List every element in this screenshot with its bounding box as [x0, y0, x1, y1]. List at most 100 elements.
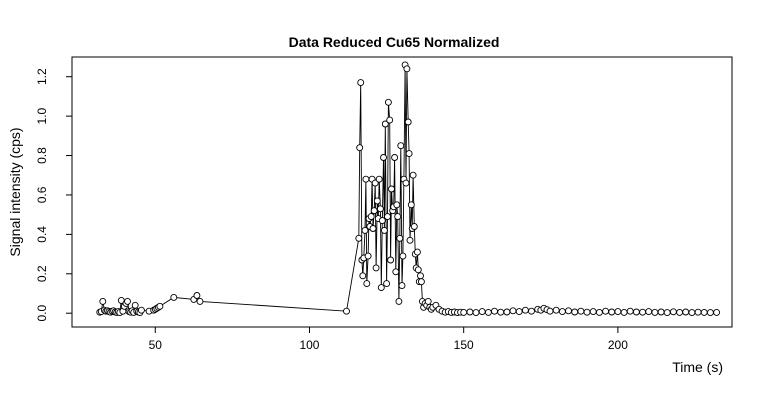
x-axis: 50 100 150 200: [149, 327, 628, 352]
data-point: [409, 171, 417, 179]
data-point: [417, 272, 424, 280]
data-point: [377, 284, 385, 292]
data-point: [99, 297, 107, 305]
data-point: [651, 308, 659, 316]
y-tick-label: 0.8: [35, 147, 49, 164]
data-point: [639, 308, 647, 316]
y-tick-label: 0.0: [35, 305, 49, 322]
data-point: [414, 266, 422, 274]
data-point: [645, 308, 653, 316]
x-tick-label: 100: [299, 338, 319, 352]
data-point: [405, 150, 413, 158]
data-point: [384, 213, 391, 221]
data-point: [403, 65, 411, 73]
data-point: [583, 308, 591, 316]
data-point: [706, 309, 714, 317]
data-point: [608, 308, 616, 316]
data-point: [124, 297, 131, 305]
data-point: [362, 175, 370, 183]
data-point: [359, 272, 367, 280]
data-point: [700, 308, 708, 316]
data-point: [669, 308, 677, 316]
data-point: [521, 306, 529, 314]
data-point: [509, 307, 517, 315]
data-point: [478, 308, 486, 316]
series-line: [99, 64, 717, 314]
data-point: [565, 307, 572, 315]
data-point: [460, 308, 468, 316]
data-point: [375, 175, 383, 183]
data-point: [388, 185, 395, 193]
data-point: [407, 201, 415, 209]
y-tick-label: 0.6: [35, 186, 49, 203]
data-point: [503, 308, 511, 316]
data-point: [577, 307, 585, 315]
data-point: [376, 205, 384, 213]
data-point: [137, 306, 145, 314]
y-tick-label: 0.4: [35, 226, 49, 243]
data-point: [392, 268, 400, 276]
data-point: [357, 79, 365, 87]
data-point: [558, 308, 566, 316]
data-point: [394, 213, 402, 221]
chart-title: Data Reduced Cu65 Normalized: [289, 34, 500, 50]
data-point: [491, 307, 498, 315]
data-point: [602, 307, 610, 315]
data-point: [404, 118, 412, 126]
data-point: [364, 252, 372, 260]
data-point: [343, 307, 350, 315]
data-point: [528, 307, 535, 315]
data-point: [402, 179, 410, 187]
data-point: [378, 217, 386, 225]
data-point: [196, 297, 204, 305]
y-axis: 0.0 0.2 0.4 0.6 0.8 1.0 1.2: [35, 68, 72, 322]
data-point: [406, 236, 414, 244]
y-tick-label: 1.2: [35, 68, 49, 85]
data-point: [620, 308, 628, 316]
data-point: [399, 252, 407, 260]
data-points: [96, 61, 721, 317]
data-point: [694, 308, 702, 316]
data-point: [688, 309, 696, 317]
data-point: [589, 308, 597, 316]
data-point: [626, 307, 634, 315]
data-point: [417, 278, 425, 286]
data-point: [472, 309, 480, 317]
x-tick-label: 50: [149, 338, 163, 352]
data-point: [384, 98, 392, 106]
data-point: [380, 226, 388, 234]
data-point: [546, 307, 554, 315]
data-point: [397, 142, 405, 150]
data-point: [632, 308, 640, 316]
data-point: [373, 197, 381, 205]
data-point: [370, 207, 378, 215]
x-tick-label: 200: [608, 338, 628, 352]
data-point: [614, 308, 622, 316]
data-point: [663, 309, 671, 317]
data-point: [361, 226, 369, 234]
y-tick-label: 1.0: [35, 107, 49, 124]
data-point: [424, 297, 432, 305]
data-point: [657, 308, 665, 316]
data-point: [372, 264, 380, 272]
y-tick-label: 0.2: [35, 265, 49, 282]
data-point: [356, 144, 364, 152]
data-point: [466, 308, 474, 316]
data-point: [393, 201, 401, 209]
data-point: [363, 280, 371, 288]
data-point: [497, 308, 505, 316]
data-point: [355, 234, 363, 242]
data-point: [381, 120, 389, 128]
y-axis-label: Signal intensity (cps): [7, 127, 23, 256]
data-point: [193, 292, 201, 299]
data-point: [395, 297, 403, 305]
data-point: [156, 302, 164, 310]
data-point: [515, 308, 523, 316]
data-point: [413, 248, 421, 256]
data-point: [595, 308, 603, 316]
data-point: [391, 154, 399, 161]
x-tick-label: 150: [454, 338, 474, 352]
data-point: [387, 256, 395, 264]
